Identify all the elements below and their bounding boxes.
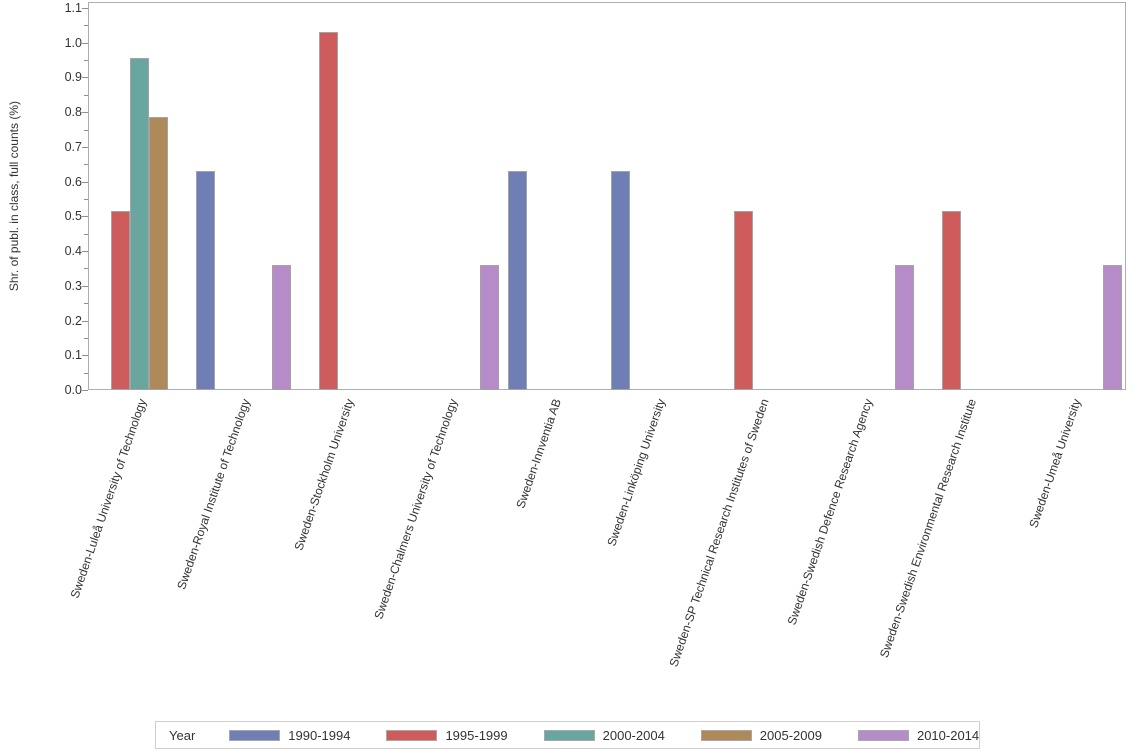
legend-entry-1990-1994: 1990-1994 — [229, 728, 350, 743]
y-tick-mark — [82, 112, 88, 114]
legend-label: 2005-2009 — [759, 727, 822, 743]
x-category-label: Sweden-Innventia AB — [513, 397, 565, 511]
y-tick-mark — [82, 251, 88, 253]
y-tick-label: 0.7 — [64, 139, 82, 154]
legend-title: Year — [169, 727, 196, 743]
y-minor-tick-mark — [84, 337, 88, 339]
legend: Year 1990-1994 1995-1999 2000-2004 2005-200… — [155, 721, 980, 749]
y-tick-mark — [82, 216, 88, 218]
x-category-label: Sweden-Royal Institute of Technology — [174, 397, 253, 592]
bar-1995-1999-category-9 — [941, 211, 961, 390]
x-category-label: Sweden-Chalmers University of Technology — [371, 397, 461, 621]
y-tick-label: 1.0 — [64, 35, 82, 50]
legend-label: 1990-1994 — [288, 727, 351, 743]
bar-1990-1994-category-2 — [196, 171, 216, 390]
x-category-label: Sweden-Luleå University of Technology — [67, 397, 150, 601]
x-category-label: Sweden-SP Technical Research Institutes … — [666, 397, 772, 669]
y-tick-mark — [82, 390, 88, 391]
y-minor-tick-mark — [84, 303, 88, 305]
y-minor-tick-mark — [84, 372, 88, 374]
bar-2010-2014-category-4 — [479, 264, 499, 390]
legend-entry-1995-1999: 1995-1999 — [386, 727, 508, 743]
y-tick-mark — [82, 355, 88, 357]
y-tick-mark — [82, 77, 88, 79]
bar-1995-1999-category-1 — [111, 211, 131, 390]
y-tick-mark — [82, 7, 88, 9]
y-axis-title: Shr. of publ. in class, full counts (%) — [4, 2, 24, 390]
legend-swatch-1995-1999 — [386, 729, 438, 741]
y-tick-mark — [82, 285, 88, 287]
legend-swatch-2000-2004 — [543, 729, 595, 741]
x-category-label: Sweden-Linköping University — [604, 397, 669, 548]
legend-entry-2005-2009: 2005-2009 — [700, 727, 822, 743]
y-tick-label: 0.0 — [64, 383, 82, 397]
bar-1995-1999-category-7 — [734, 211, 754, 390]
legend-entry-2010-2014: 2010-2014 — [857, 727, 980, 743]
legend-entry-2000-2004: 2000-2004 — [543, 727, 665, 743]
legend-label: 2000-2004 — [602, 727, 665, 743]
y-tick-label: 1.1 — [64, 0, 82, 15]
y-tick-label: 0.1 — [64, 348, 82, 363]
y-tick-label: 0.8 — [64, 105, 82, 120]
legend-entries: 1990-1994 1995-1999 2000-2004 2005-2009 2010… — [229, 728, 1015, 743]
y-tick-mark — [82, 42, 88, 44]
bar-2000-2004-category-1 — [130, 58, 150, 390]
x-category-label: Sweden-Stockholm University — [291, 397, 357, 553]
y-minor-tick-mark — [84, 25, 88, 27]
y-minor-tick-mark — [84, 129, 88, 131]
y-tick-label: 0.4 — [64, 244, 82, 259]
y-axis-title-text: Shr. of publ. in class, full counts (%) — [7, 100, 21, 292]
x-category-label: Sweden-Umeå University — [1026, 397, 1084, 530]
y-tick-label: 0.5 — [64, 209, 82, 224]
bar-1990-1994-category-6 — [611, 171, 631, 390]
x-category-label: Sweden-Swedish Environmental Research In… — [877, 397, 980, 660]
bar-2010-2014-category-2 — [272, 264, 292, 390]
legend-label: 1995-1999 — [445, 727, 508, 743]
y-minor-tick-mark — [84, 268, 88, 270]
plot-area — [88, 2, 1126, 390]
legend-swatch-2010-2014 — [857, 729, 909, 741]
bar-1990-1994-category-5 — [507, 171, 527, 390]
legend-swatch-1990-1994 — [229, 729, 281, 741]
legend-swatch-2005-2009 — [700, 729, 752, 741]
y-tick-label: 0.9 — [64, 70, 82, 85]
legend-label: 2010-2014 — [916, 727, 980, 743]
y-tick-label: 0.3 — [64, 278, 82, 293]
y-minor-tick-mark — [84, 164, 88, 166]
y-tick-label: 0.6 — [64, 174, 82, 189]
y-tick-mark — [82, 146, 88, 148]
y-minor-tick-mark — [84, 60, 88, 62]
y-minor-tick-mark — [84, 233, 88, 235]
bar-2005-2009-category-1 — [149, 117, 169, 390]
y-tick-label: 0.2 — [64, 313, 82, 328]
bar-2010-2014-category-10 — [1102, 264, 1122, 390]
y-minor-tick-mark — [84, 198, 88, 200]
y-tick-mark — [82, 320, 88, 322]
y-tick-mark — [82, 181, 88, 183]
bar-1995-1999-category-3 — [319, 32, 338, 390]
bar-2010-2014-category-8 — [895, 264, 914, 390]
x-category-label: Sweden-Swedish Defence Research Agency — [784, 397, 876, 627]
y-minor-tick-mark — [84, 94, 88, 96]
